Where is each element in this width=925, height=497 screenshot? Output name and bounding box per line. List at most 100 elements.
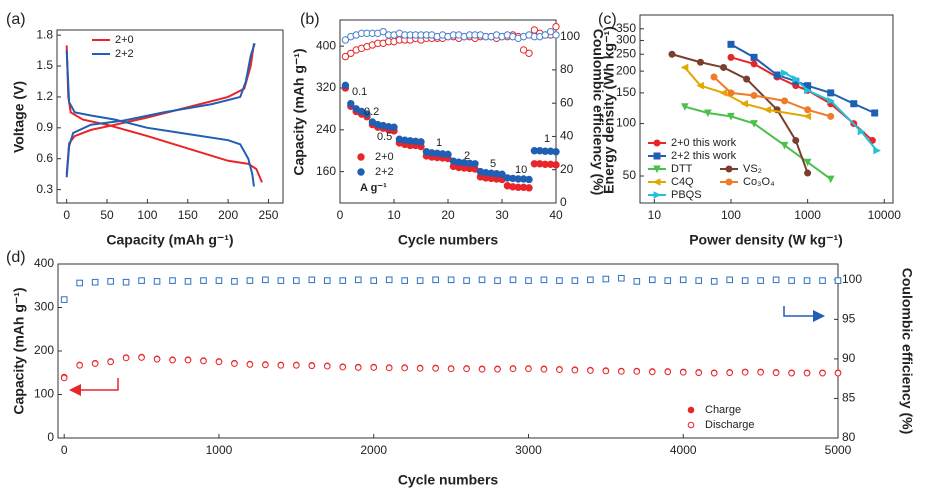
data-point xyxy=(231,278,238,285)
y2-tick-label: 85 xyxy=(842,391,856,405)
data-point xyxy=(741,277,749,284)
y2-tick-label: 60 xyxy=(560,95,574,109)
legend-marker xyxy=(653,139,661,147)
data-point xyxy=(370,364,378,371)
data-point xyxy=(200,277,207,284)
data-point xyxy=(417,138,425,146)
data-point xyxy=(726,369,733,377)
data-point xyxy=(571,277,579,284)
legend-marker xyxy=(357,168,365,176)
series-line xyxy=(684,66,808,118)
series-line xyxy=(65,43,256,187)
data-point xyxy=(91,278,99,286)
y-tick-label: 0.3 xyxy=(36,182,53,196)
data-point xyxy=(618,368,625,375)
data-point xyxy=(710,278,718,285)
y2-tick-label: 95 xyxy=(842,312,856,326)
y-tick-label: 320 xyxy=(316,80,336,94)
data-point xyxy=(727,40,735,48)
data-point xyxy=(696,58,704,66)
data-point xyxy=(696,81,704,90)
data-point xyxy=(494,365,501,373)
x-tick-label: 200 xyxy=(218,208,238,222)
data-point xyxy=(803,369,811,377)
data-point xyxy=(432,276,439,284)
data-point xyxy=(633,368,641,375)
legend-label: Charge xyxy=(705,404,741,416)
data-point xyxy=(804,106,812,114)
data-point xyxy=(871,109,879,117)
y2-tick-label: 80 xyxy=(560,62,574,76)
data-point xyxy=(444,150,452,159)
data-point xyxy=(587,367,594,374)
y-tick-label: 200 xyxy=(616,63,636,77)
data-point xyxy=(215,358,223,366)
data-point xyxy=(750,120,758,128)
x-tick-label: 5000 xyxy=(825,443,852,457)
data-point xyxy=(200,357,207,365)
data-point xyxy=(741,369,749,376)
data-point xyxy=(385,276,393,284)
x-axis-label: Cycle numbers xyxy=(398,232,499,248)
data-point xyxy=(827,112,835,120)
data-point xyxy=(664,277,672,284)
y-axis-label: Voltage (V) xyxy=(11,81,27,153)
data-point xyxy=(341,81,350,90)
y-tick-label: 250 xyxy=(616,46,636,60)
data-point xyxy=(680,63,689,72)
data-point xyxy=(184,356,192,364)
data-point xyxy=(107,278,114,285)
data-point xyxy=(138,354,145,361)
data-point xyxy=(341,36,350,44)
data-point xyxy=(169,277,176,284)
y2-tick-label: 80 xyxy=(842,430,856,444)
data-point xyxy=(602,367,610,375)
data-point xyxy=(246,361,254,368)
data-point xyxy=(803,277,811,284)
data-point xyxy=(447,365,455,373)
y-tick-label: 300 xyxy=(616,33,636,47)
y-tick-label: 0.9 xyxy=(36,120,53,134)
data-point xyxy=(277,362,285,369)
data-point xyxy=(664,368,672,376)
y2-tick-label: 100 xyxy=(842,272,862,286)
legend-label: C4Q xyxy=(671,176,694,188)
x-tick-label: 10 xyxy=(648,208,662,222)
data-point xyxy=(122,354,130,362)
data-point xyxy=(76,362,83,369)
data-point xyxy=(587,276,594,284)
y-tick-label: 100 xyxy=(616,116,636,130)
data-point xyxy=(341,52,350,61)
data-point xyxy=(184,278,192,285)
data-point xyxy=(401,277,408,284)
legend-label: 2+0 xyxy=(375,151,394,163)
data-point xyxy=(763,105,772,114)
data-point xyxy=(478,365,486,373)
y-tick-label: 240 xyxy=(316,122,336,136)
legend-marker xyxy=(653,152,661,160)
data-point xyxy=(727,53,735,61)
legend-label: VS₂ xyxy=(743,163,762,175)
data-point xyxy=(323,362,331,370)
legend-marker xyxy=(725,165,733,173)
data-point xyxy=(792,136,800,144)
data-point xyxy=(679,276,687,284)
y-tick-label: 400 xyxy=(34,256,54,270)
data-point xyxy=(740,99,748,108)
data-point xyxy=(757,369,764,376)
y2-axis-label: Coulombic efficiency (%) xyxy=(590,29,606,195)
annotation: 10 xyxy=(515,164,527,176)
data-point xyxy=(772,369,780,377)
x-tick-label: 3000 xyxy=(515,443,542,457)
legend-marker xyxy=(725,178,733,186)
data-point xyxy=(803,158,812,167)
data-point xyxy=(781,69,789,77)
y2-tick-label: 40 xyxy=(560,129,574,143)
data-point xyxy=(347,99,355,108)
data-point xyxy=(780,141,789,150)
y-tick-label: 350 xyxy=(616,21,636,35)
x-tick-label: 150 xyxy=(178,208,198,222)
annotation: 0.2 xyxy=(364,106,379,118)
data-point xyxy=(720,63,728,71)
